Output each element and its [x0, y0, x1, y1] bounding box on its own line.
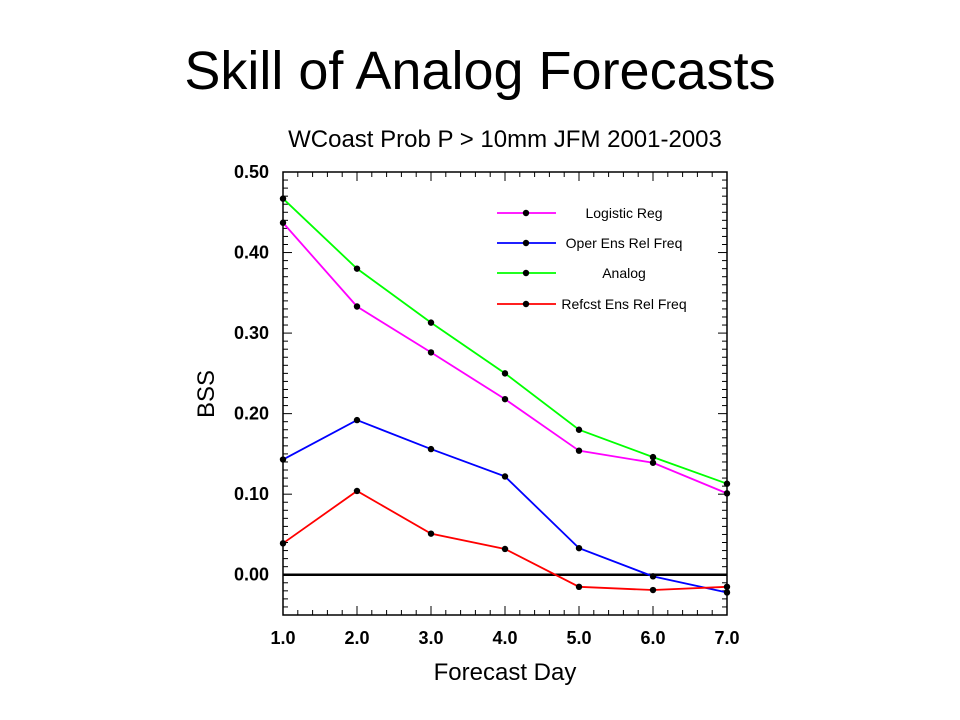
x-tick-label: 7.0	[714, 628, 739, 648]
series-0-point	[279, 219, 287, 226]
x-tick-label: 2.0	[344, 628, 369, 648]
series-1-point	[575, 544, 583, 552]
series-3-point	[575, 583, 583, 591]
series-2-point	[501, 370, 509, 377]
series-2-point	[649, 453, 657, 461]
series-2-point	[353, 265, 361, 272]
series-2-point	[427, 319, 435, 326]
series-1-point	[427, 445, 435, 453]
legend: Logistic Reg Oper Ens Rel Freq Analog Refcs…	[497, 205, 687, 312]
legend-label-3: Refcst Ens Rel Freq	[561, 296, 686, 312]
x-tick-label: 1.0	[270, 628, 295, 648]
series-2-point	[723, 480, 731, 487]
legend-marker-0	[522, 209, 530, 217]
y-tick-label: 0.40	[234, 243, 269, 263]
legend-label-0: Logistic Reg	[585, 205, 662, 221]
series-1-point	[501, 473, 509, 480]
series-3-point	[353, 487, 361, 495]
x-tick-label: 3.0	[418, 628, 443, 648]
y-axis-label: BSS	[193, 370, 220, 418]
y-tick-label: 0.30	[234, 323, 269, 343]
x-tick-label: 5.0	[566, 628, 591, 648]
x-tick-label: 4.0	[492, 628, 517, 648]
chart-title: WCoast Prob P > 10mm JFM 2001-2003	[288, 126, 722, 153]
series-2-point	[575, 426, 583, 433]
legend-marker-2	[522, 269, 530, 277]
legend-marker-1	[522, 239, 530, 247]
series-3-point	[649, 586, 657, 594]
series-1-point	[279, 456, 287, 463]
x-tick-label: 6.0	[640, 628, 665, 648]
series-1-point	[649, 573, 657, 580]
series-1-point	[723, 589, 731, 596]
y-tick-label: 0.50	[234, 162, 269, 182]
plot-area: 1.0 2.0 3.0 4.0 5.0 6.0 7.0 0.00 0.10 0.20 0.30 0.4…	[234, 162, 740, 648]
legend-label-2: Analog	[602, 265, 646, 281]
series-0-point	[501, 395, 509, 403]
series-0-point	[353, 303, 361, 310]
y-tick-label: 0.20	[234, 404, 269, 424]
slide-title: Skill of Analog Forecasts	[184, 41, 776, 101]
series-0-point	[649, 459, 657, 466]
series-line-1	[282, 419, 728, 594]
series-3-point	[501, 545, 509, 553]
series-1-point	[353, 416, 361, 424]
y-tick-label: 0.10	[234, 484, 269, 504]
series-0-point	[575, 447, 583, 454]
y-tick-label: 0.00	[234, 565, 269, 585]
series-2-point	[279, 195, 287, 202]
series-3-point	[723, 583, 731, 591]
series-line-0	[282, 222, 728, 495]
series-0-point	[427, 349, 435, 356]
legend-marker-3	[522, 300, 530, 308]
series-3-point	[427, 530, 435, 537]
series-0-point	[723, 490, 731, 497]
legend-label-1: Oper Ens Rel Freq	[566, 235, 683, 251]
x-axis-label: Forecast Day	[434, 659, 577, 686]
series-3-point	[279, 540, 287, 547]
